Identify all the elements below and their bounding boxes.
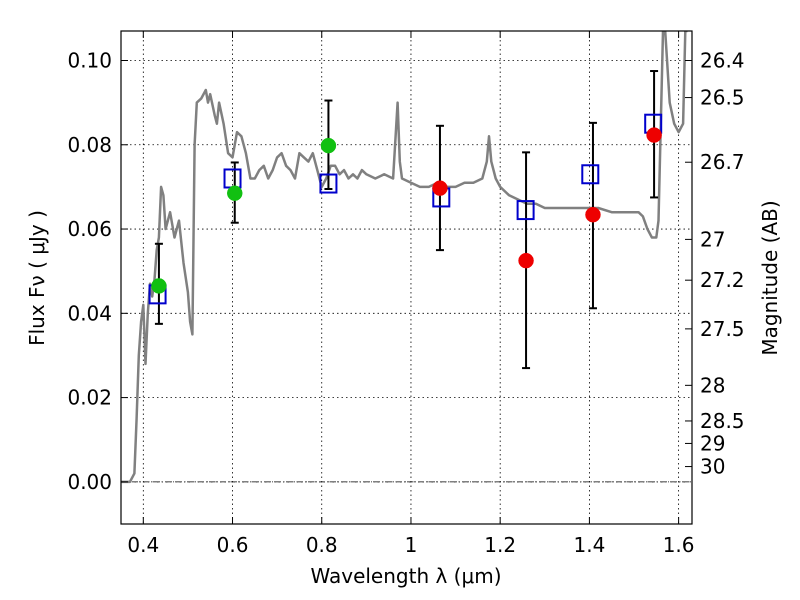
green-point <box>227 185 243 201</box>
red-point <box>646 127 662 143</box>
y-tick-label: 0.02 <box>67 386 112 410</box>
x-axis-label: Wavelength λ (μm) <box>310 564 501 588</box>
x-tick-label: 0.6 <box>217 533 249 557</box>
y-tick-label: 0.00 <box>67 470 112 494</box>
square-marker <box>319 173 338 194</box>
right-tick-label: 30 <box>700 455 725 479</box>
right-tick-label: 27 <box>700 227 725 251</box>
grid <box>121 31 692 524</box>
right-tick-label: 27.2 <box>700 268 745 292</box>
y-tick-label: 0.06 <box>67 217 112 241</box>
x-tick-label: 1 <box>405 533 418 557</box>
y-axis-label: Flux Fν ( μJy ) <box>25 210 49 346</box>
right-tick-label: 28 <box>700 373 725 397</box>
red-point <box>432 180 448 196</box>
red-point <box>585 206 601 223</box>
y-axis-ticks: 0.00 0.02 0.04 0.06 0.08 0.10 <box>67 48 128 494</box>
x-tick-label: 1.2 <box>484 533 516 557</box>
right-tick-label: 26.4 <box>700 48 745 72</box>
plot-frame <box>120 30 693 525</box>
green-point <box>151 278 167 294</box>
x-tick-label: 1.4 <box>573 533 605 557</box>
data-points <box>148 113 663 305</box>
right-tick-label: 29 <box>700 431 725 455</box>
x-tick-label: 0.4 <box>127 533 159 557</box>
square-marker <box>516 200 535 221</box>
red-point <box>518 252 534 269</box>
x-tick-label: 1.6 <box>663 533 695 557</box>
green-point <box>320 137 337 154</box>
y-tick-label: 0.08 <box>67 133 112 157</box>
x-tick-label: 0.8 <box>306 533 338 557</box>
right-axis-label: Magnitude (AB) <box>758 200 782 355</box>
y-tick-label: 0.04 <box>67 301 112 325</box>
right-tick-label: 28.5 <box>700 409 745 433</box>
x-axis-ticks: 0.4 0.6 0.8 1 1.2 1.4 1.6 <box>127 31 695 557</box>
right-tick-label: 26.5 <box>700 86 745 110</box>
square-marker <box>581 164 600 185</box>
y-tick-label: 0.10 <box>67 48 112 72</box>
right-tick-label: 26.7 <box>700 150 745 174</box>
right-tick-label: 27.5 <box>700 317 745 341</box>
